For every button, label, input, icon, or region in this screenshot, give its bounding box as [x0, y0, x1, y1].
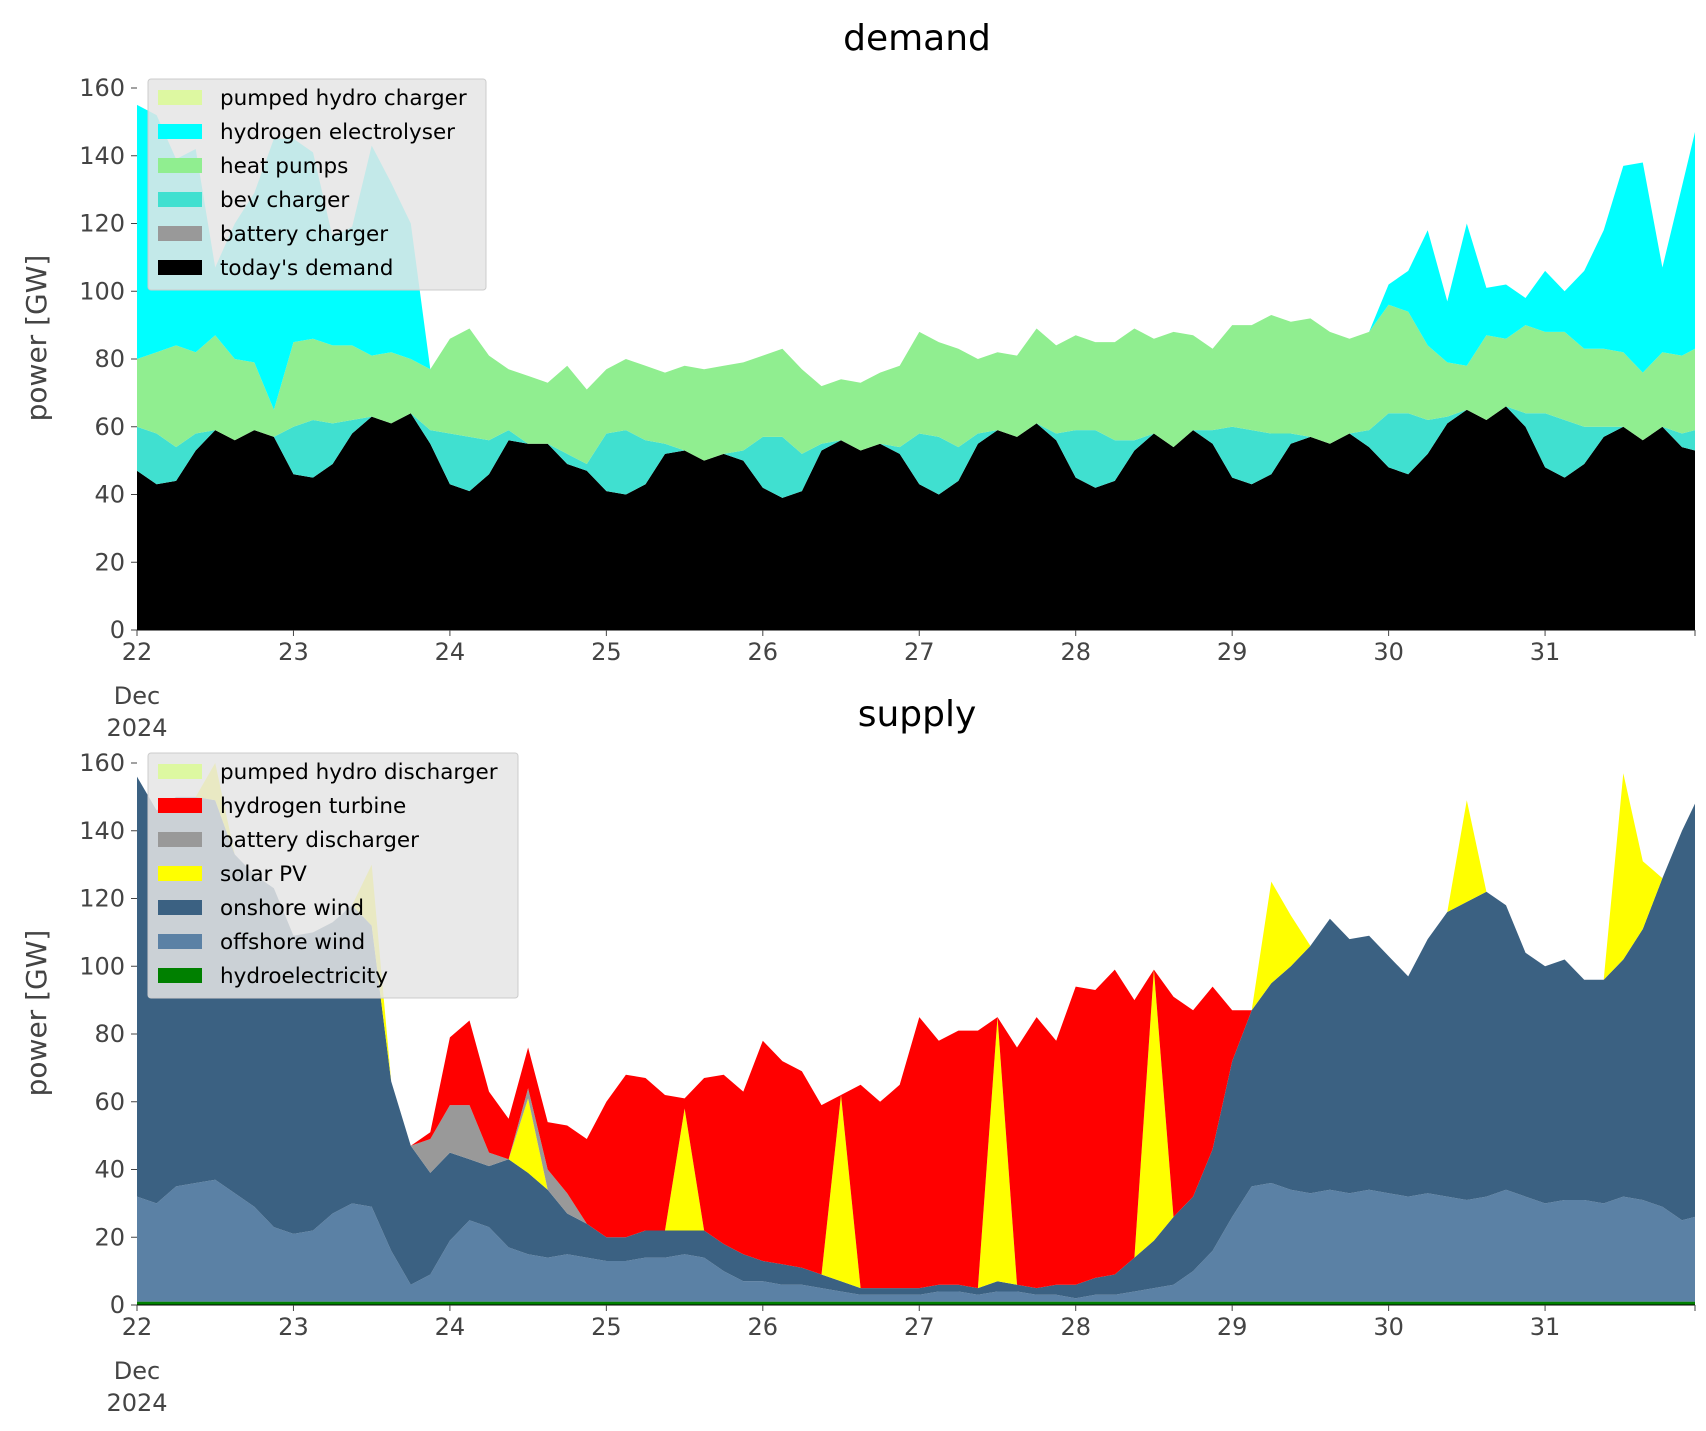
y-tick-label: 100: [79, 277, 125, 305]
x-axis: 22 23 24 25 26 27 28 29 30 31: [122, 1305, 1696, 1341]
legend-label: hydrogen turbine: [220, 794, 406, 819]
x-tick-label: 22: [122, 638, 153, 666]
legend-swatch: [158, 764, 202, 779]
x-tick-label: 30: [1373, 638, 1404, 666]
legend: pumped hydro charger hydrogen electrolyse…: [147, 78, 487, 291]
legend-label: hydroelectricity: [220, 964, 388, 989]
y-tick-label: 40: [94, 481, 125, 509]
y-axis: 0 20 40 60 80 100 120 140 160: [79, 74, 137, 644]
x-tick-label: 27: [904, 638, 935, 666]
legend-label: offshore wind: [220, 930, 365, 955]
legend-swatch: [158, 260, 202, 275]
y-axis-label: power [GW]: [20, 930, 53, 1097]
y-tick-label: 120: [79, 885, 125, 913]
x-tick-label: 29: [1217, 638, 1248, 666]
y-tick-label: 20: [94, 548, 125, 576]
x-axis: 22 23 24 25 26 27 28 29 30 31: [122, 630, 1696, 666]
legend-box: [147, 752, 519, 999]
x-tick-label: 28: [1060, 638, 1091, 666]
y-tick-label: 60: [94, 413, 125, 441]
legend: pumped hydro discharger hydrogen turbine b…: [147, 752, 519, 999]
x-tick-label: 25: [591, 1313, 622, 1341]
legend-label: battery charger: [220, 222, 388, 247]
y-tick-label: 0: [110, 616, 125, 644]
y-tick-label: 0: [110, 1291, 125, 1319]
legend-swatch: [158, 158, 202, 173]
x-tick-label: 25: [591, 638, 622, 666]
x-tick-label: 23: [278, 1313, 309, 1341]
legend-label: today's demand: [220, 256, 393, 281]
x-tick-label: 30: [1373, 1313, 1404, 1341]
y-tick-label: 100: [79, 952, 125, 980]
area-hydrogen-turbine: [137, 763, 1695, 1289]
y-tick-label: 60: [94, 1088, 125, 1116]
x-tick-label: 26: [748, 1313, 779, 1341]
area-offshore-wind: [137, 1179, 1695, 1302]
area-heat-pumps: [137, 304, 1695, 464]
legend-swatch: [158, 900, 202, 915]
x-tick-label: 22: [122, 1313, 153, 1341]
x-tick-sub-year: 2024: [106, 1389, 167, 1417]
legend-swatch: [158, 832, 202, 847]
legend-label: pumped hydro discharger: [220, 760, 498, 785]
legend-box: [147, 78, 487, 291]
area-today-s-demand: [137, 406, 1695, 630]
y-tick-label: 160: [79, 74, 125, 102]
x-tick-label: 23: [278, 638, 309, 666]
legend-swatch: [158, 192, 202, 207]
x-tick-label: 31: [1530, 1313, 1561, 1341]
x-tick-sub-month: Dec: [114, 682, 160, 710]
legend-label: onshore wind: [220, 896, 364, 921]
y-axis: 0 20 40 60 80 100 120 140 160: [79, 749, 137, 1319]
y-tick-label: 20: [94, 1223, 125, 1251]
legend-label: solar PV: [220, 862, 307, 887]
x-tick-label: 31: [1530, 638, 1561, 666]
x-tick-label: 24: [435, 638, 466, 666]
y-tick-label: 120: [79, 210, 125, 238]
area-hydroelectricity: [137, 1301, 1695, 1305]
area-onshore-wind: [137, 776, 1695, 1299]
x-tick-sub-year: 2024: [106, 714, 167, 742]
legend-swatch: [158, 90, 202, 105]
chart-title: supply: [858, 694, 977, 735]
legend-label: battery discharger: [220, 828, 419, 853]
plot-area: [137, 763, 1695, 1305]
y-axis-label: power [GW]: [20, 255, 53, 422]
chart-title: demand: [843, 18, 991, 59]
legend-swatch: [158, 866, 202, 881]
legend-swatch: [158, 934, 202, 949]
x-tick-label: 24: [435, 1313, 466, 1341]
area-solar-pv: [137, 763, 1695, 1289]
y-tick-label: 40: [94, 1156, 125, 1184]
plot-area: [137, 104, 1695, 630]
x-tick-label: 28: [1060, 1313, 1091, 1341]
y-tick-label: 160: [79, 749, 125, 777]
x-tick-label: 29: [1217, 1313, 1248, 1341]
legend-swatch: [158, 968, 202, 983]
legend-swatch: [158, 124, 202, 139]
legend-label: pumped hydro charger: [220, 86, 467, 111]
x-tick-label: 26: [748, 638, 779, 666]
legend-swatch: [158, 798, 202, 813]
legend-label: bev charger: [220, 188, 349, 213]
area-bev-charger: [137, 406, 1695, 498]
legend-label: heat pumps: [220, 154, 348, 179]
legend-swatch: [158, 226, 202, 241]
x-tick-sub-month: Dec: [114, 1357, 160, 1385]
y-tick-label: 80: [94, 345, 125, 373]
legend-label: hydrogen electrolyser: [220, 120, 455, 145]
y-tick-label: 140: [79, 817, 125, 845]
y-tick-label: 80: [94, 1020, 125, 1048]
x-tick-label: 27: [904, 1313, 935, 1341]
y-tick-label: 140: [79, 142, 125, 170]
